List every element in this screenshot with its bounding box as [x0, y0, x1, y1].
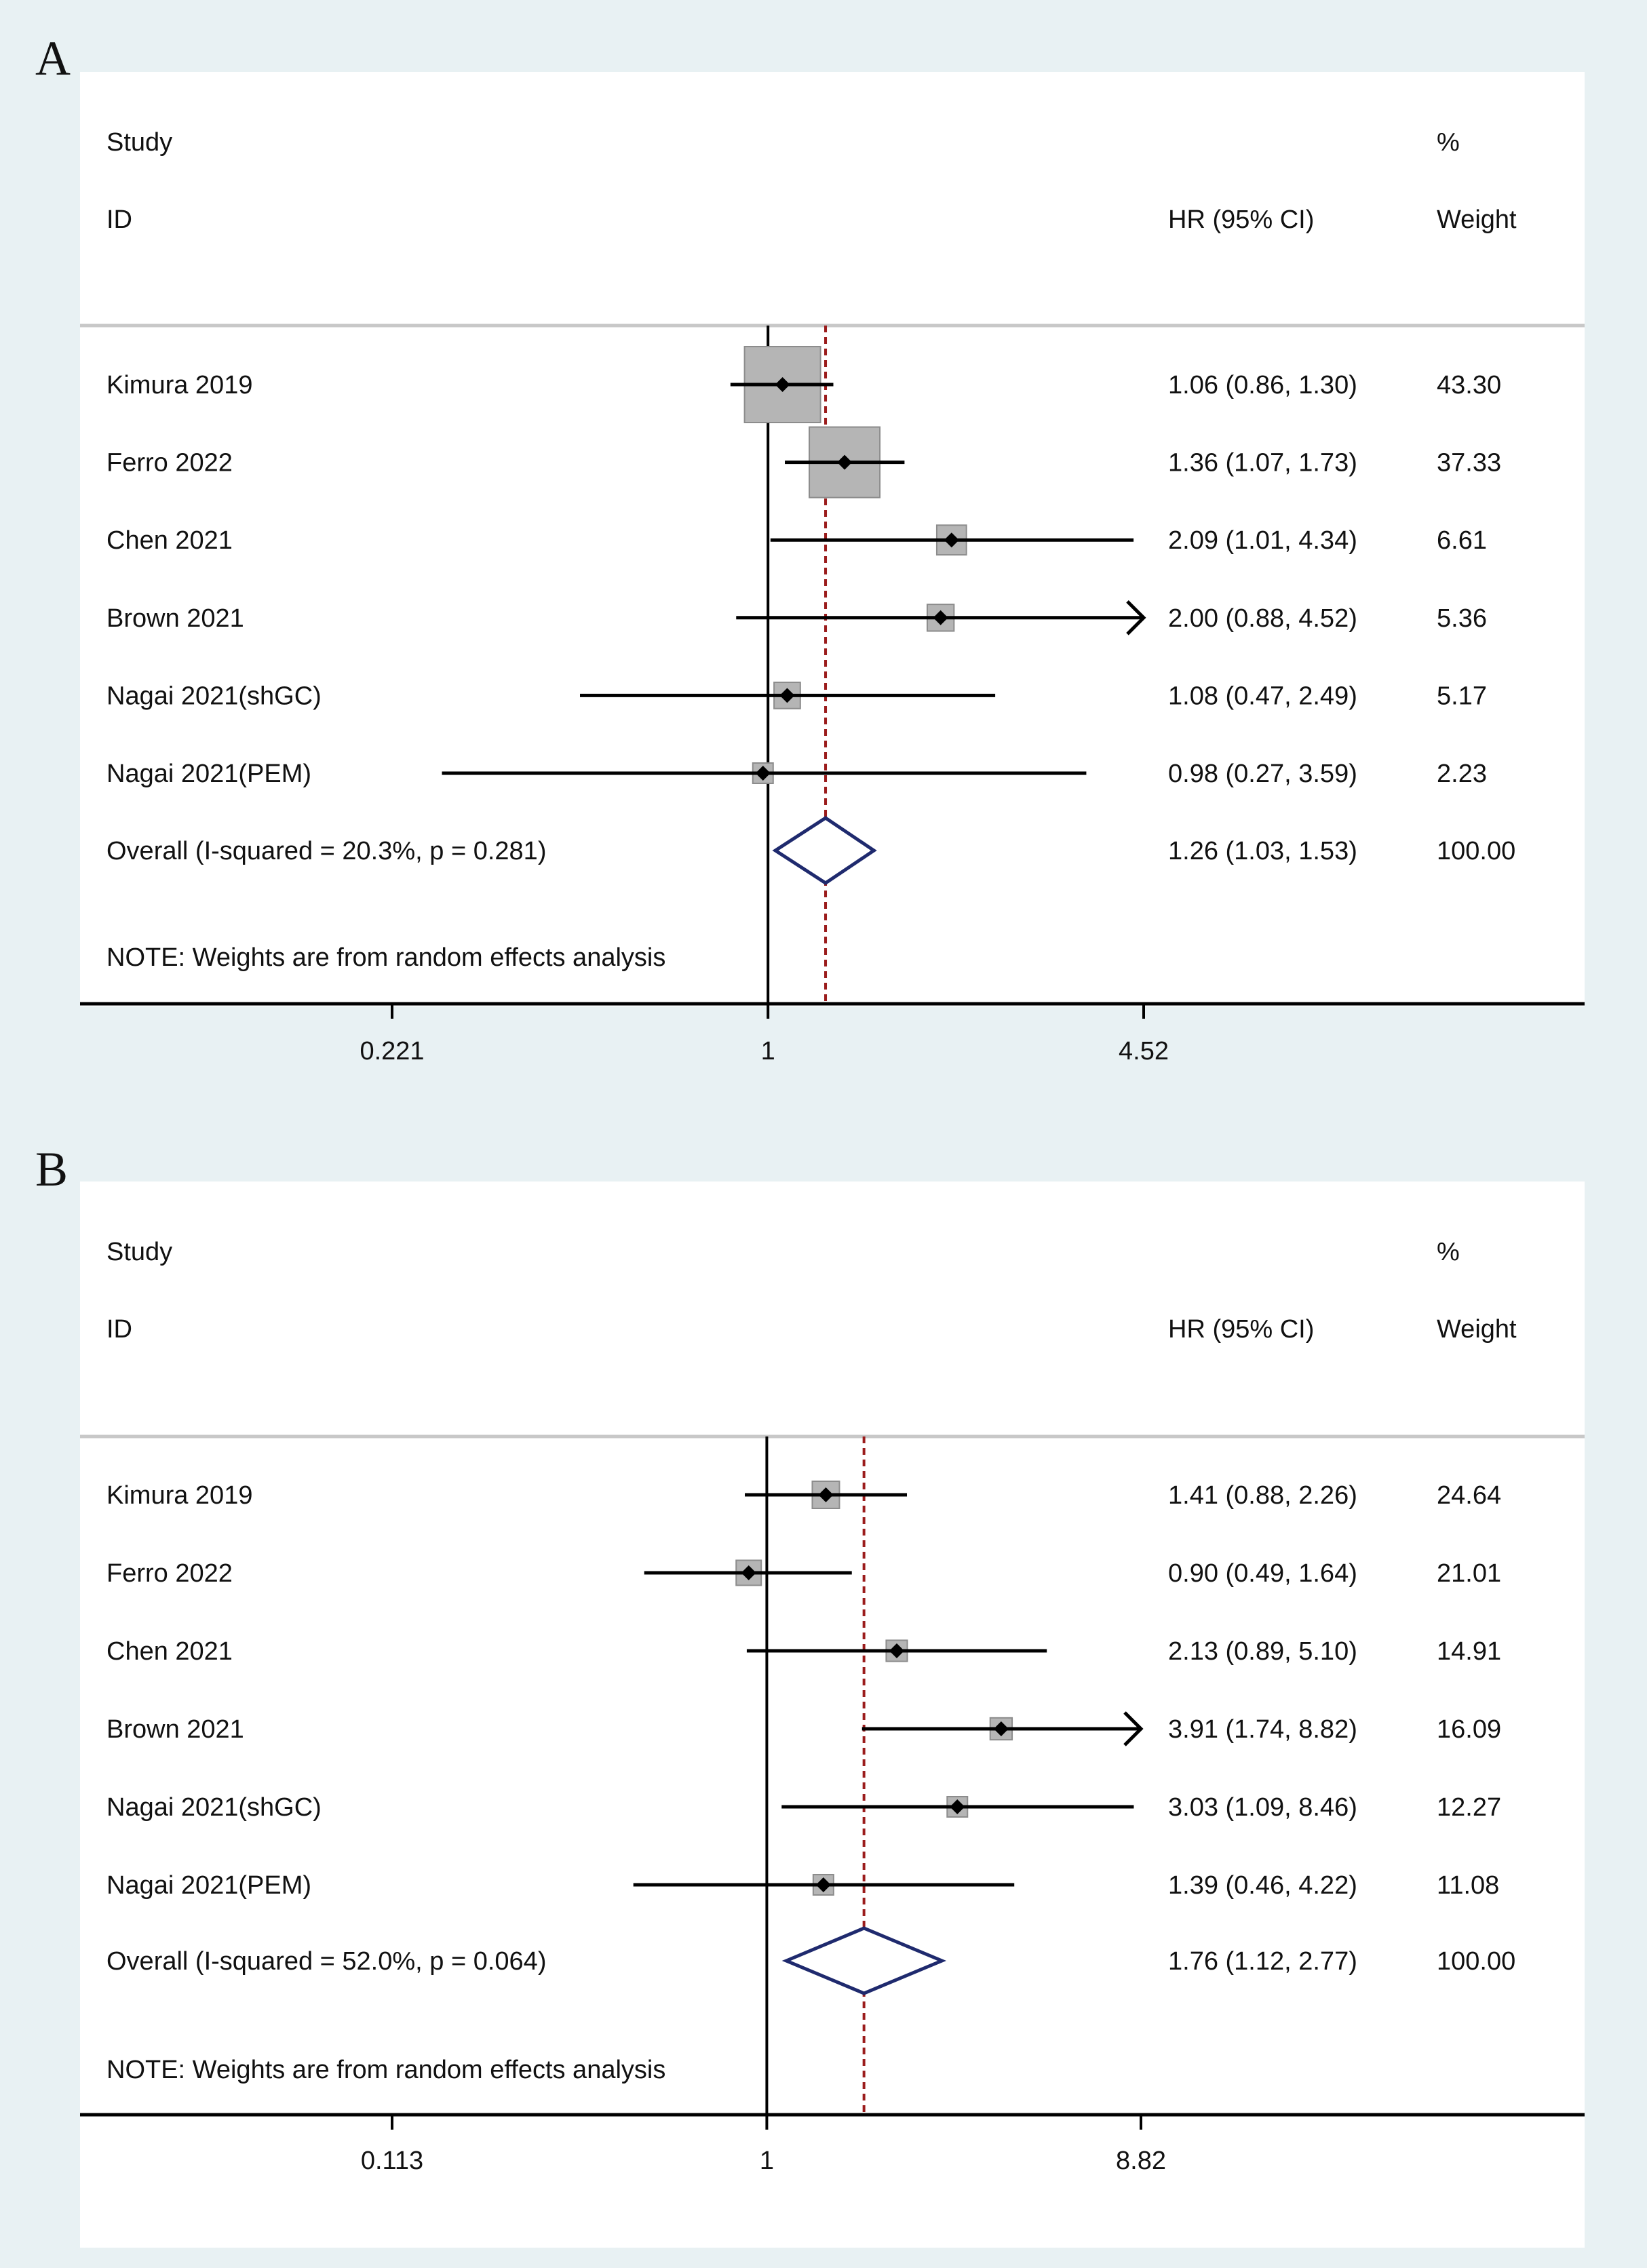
study-weight: 5.36	[1437, 604, 1487, 633]
header-study: Study	[106, 128, 172, 157]
study-label: Kimura 2019	[106, 371, 252, 399]
study-label: Nagai 2021(PEM)	[106, 1871, 311, 1900]
study-weight: 24.64	[1437, 1481, 1501, 1510]
study-hr-ci: 2.13 (0.89, 5.10)	[1168, 1637, 1357, 1666]
study-weight: 37.33	[1437, 449, 1501, 477]
x-tick-label: 4.52	[1119, 1037, 1169, 1065]
study-label: Brown 2021	[106, 604, 244, 633]
ci-arrow	[1123, 1711, 1144, 1746]
weights-note: NOTE: Weights are from random effects an…	[106, 943, 665, 972]
study-weight: 11.08	[1437, 1871, 1499, 1900]
panel-label: B	[35, 1142, 68, 1196]
study-hr-ci: 0.90 (0.49, 1.64)	[1168, 1559, 1357, 1588]
study-hr-ci: 1.06 (0.86, 1.30)	[1168, 371, 1357, 399]
point-estimate	[950, 1799, 965, 1814]
x-tick-label: 1	[761, 1037, 775, 1065]
x-tick-label: 0.221	[360, 1037, 424, 1065]
weights-note: NOTE: Weights are from random effects an…	[106, 2056, 665, 2084]
study-hr-ci: 3.91 (1.74, 8.82)	[1168, 1715, 1357, 1744]
overall-weight: 100.00	[1437, 837, 1515, 865]
study-hr-ci: 1.36 (1.07, 1.73)	[1168, 449, 1357, 477]
study-weight: 16.09	[1437, 1715, 1501, 1744]
point-estimate	[889, 1643, 904, 1658]
study-label: Ferro 2022	[106, 449, 233, 477]
header-weight: Weight	[1437, 206, 1517, 234]
forest-panel-a: A Study ID HR (95% CI)% Weight Kimura 2019 1.0…	[35, 31, 1585, 1065]
x-tick-label: 1	[760, 2147, 774, 2175]
overall-weight: 100.00	[1437, 1947, 1515, 1976]
study-weight: 5.17	[1437, 682, 1487, 710]
point-estimate	[933, 610, 948, 625]
study-hr-ci: 0.98 (0.27, 3.59)	[1168, 760, 1357, 788]
study-weight: 21.01	[1437, 1559, 1501, 1588]
header-study: Study	[106, 1238, 172, 1266]
study-label: Chen 2021	[106, 526, 233, 555]
study-weight: 12.27	[1437, 1793, 1501, 1822]
header-percent: %	[1437, 128, 1460, 157]
header-percent: %	[1437, 1238, 1460, 1266]
study-label: Nagai 2021(shGC)	[106, 1793, 322, 1822]
point-estimate	[779, 688, 795, 703]
study-label: Kimura 2019	[106, 1481, 252, 1510]
study-label: Brown 2021	[106, 1715, 244, 1744]
x-tick-label: 8.82	[1116, 2147, 1166, 2175]
study-hr-ci: 1.08 (0.47, 2.49)	[1168, 682, 1357, 710]
header-weight: Weight	[1437, 1315, 1517, 1344]
overall-hr-ci: 1.76 (1.12, 2.77)	[1168, 1947, 1357, 1976]
overall-diamond	[781, 1926, 947, 1995]
study-hr-ci: 3.03 (1.09, 8.46)	[1168, 1793, 1357, 1822]
study-weight: 2.23	[1437, 760, 1487, 788]
study-hr-ci: 1.41 (0.88, 2.26)	[1168, 1481, 1357, 1510]
header-hr-ci: HR (95% CI)	[1168, 1315, 1314, 1344]
study-hr-ci: 2.00 (0.88, 4.52)	[1168, 604, 1357, 633]
study-weight: 14.91	[1437, 1637, 1501, 1666]
study-weight: 43.30	[1437, 371, 1501, 399]
study-label: Ferro 2022	[106, 1559, 233, 1588]
panel-label: A	[35, 31, 71, 85]
point-estimate	[815, 1877, 831, 1892]
overall-diamond	[772, 816, 877, 885]
point-estimate	[755, 766, 771, 781]
ci-arrow	[1126, 600, 1146, 636]
point-estimate	[818, 1487, 834, 1502]
x-tick-label: 0.113	[361, 2147, 423, 2175]
overall-hr-ci: 1.26 (1.03, 1.53)	[1168, 837, 1357, 865]
study-hr-ci: 2.09 (1.01, 4.34)	[1168, 526, 1357, 555]
overall-label: Overall (I-squared = 20.3%, p = 0.281)	[106, 837, 546, 865]
header-id: ID	[106, 206, 132, 234]
study-weight: 6.61	[1437, 526, 1487, 555]
point-estimate	[775, 377, 790, 392]
study-label: Chen 2021	[106, 1637, 233, 1666]
forest-panel-b: B Study ID HR (95% CI)% Weight Kimura 2019 1.4…	[35, 1142, 1585, 2248]
study-label: Nagai 2021(PEM)	[106, 760, 311, 788]
point-estimate	[944, 532, 959, 548]
study-hr-ci: 1.39 (0.46, 4.22)	[1168, 1871, 1357, 1900]
study-label: Nagai 2021(shGC)	[106, 682, 322, 710]
header-id: ID	[106, 1315, 132, 1344]
point-estimate	[741, 1565, 756, 1580]
point-estimate	[993, 1721, 1009, 1736]
point-estimate	[837, 454, 853, 470]
plot-area	[80, 1181, 1585, 2248]
header-hr-ci: HR (95% CI)	[1168, 206, 1314, 234]
overall-label: Overall (I-squared = 52.0%, p = 0.064)	[106, 1947, 546, 1976]
